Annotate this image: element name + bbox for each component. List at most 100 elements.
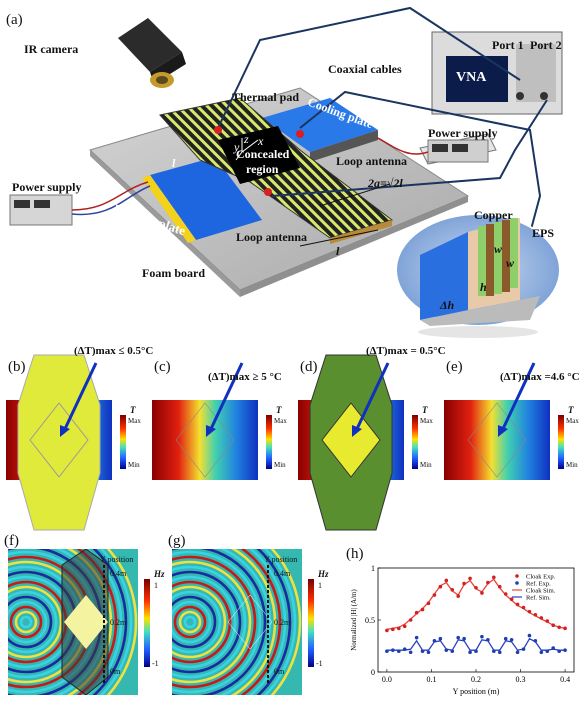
- data-point-ref-exp-: [444, 648, 449, 652]
- heating-plate: [150, 157, 262, 240]
- inset-detail: [395, 213, 561, 327]
- data-point-ref-exp-: [515, 650, 520, 655]
- data-point-cloak-exp-: [521, 605, 526, 610]
- colorbar-max: Max: [566, 417, 579, 425]
- data-point-cloak-exp-: [408, 618, 413, 622]
- panel-letter: (e): [446, 359, 463, 375]
- x-tick-label: 0.4: [560, 675, 570, 684]
- colorbar-min: Min: [566, 461, 578, 469]
- dim-h-label: h: [480, 280, 487, 294]
- legend-entry: Ref. Exp.: [526, 581, 551, 588]
- concealed-label-line2: region: [246, 162, 279, 176]
- y-tick-label: 0.5: [365, 616, 375, 625]
- power-supply-right-icon: [419, 133, 497, 165]
- thermal-panel-e: (e) (ΔT)max =4.6 °C T Max Min: [442, 345, 586, 535]
- y-tick-label: 0.2m: [110, 618, 127, 627]
- data-point-cloak-exp-: [486, 580, 490, 585]
- cooling-plate: [262, 98, 378, 152]
- chart-h: 0.0 0.1 0.2 0.3 0.4 0 0.5 1 Y position (m) Normal…: [350, 564, 575, 696]
- data-point-ref-exp-: [563, 648, 567, 652]
- y-tick-label: 0m: [274, 667, 285, 676]
- y-tick-label: 0.2m: [274, 618, 291, 627]
- colorbar-label: Hz: [154, 569, 165, 579]
- copper-label: Copper: [474, 208, 513, 222]
- data-point-ref-exp-: [450, 649, 455, 653]
- y-tick-label: 1: [371, 564, 375, 573]
- data-point-ref-exp-: [385, 649, 389, 653]
- data-point-cloak-exp-: [545, 619, 550, 623]
- wave-panel-f: (f) Y position 0.4m 0.2m 0m Hz 1 -1: [4, 533, 168, 700]
- colorbar-max: Max: [420, 417, 433, 425]
- max-temp-annotation: (ΔT)max ≥ 5 °C: [208, 371, 282, 383]
- panel-letter: (b): [8, 359, 26, 375]
- data-point-ref-exp-: [402, 647, 407, 651]
- foam-board-label: Foam board: [142, 266, 205, 280]
- data-point-ref-exp-: [509, 637, 514, 642]
- data-point-ref-exp-: [533, 639, 538, 643]
- annotation-arrow: [354, 362, 390, 432]
- panel-letter: (c): [154, 359, 171, 375]
- loop-antenna-bottom-label: Loop antenna: [236, 230, 308, 244]
- data-point-cloak-exp-: [533, 613, 538, 617]
- data-point-cloak-exp-: [397, 626, 401, 631]
- data-point-cloak-exp-: [414, 610, 419, 615]
- y-tick-label: 0.4m: [274, 569, 291, 578]
- legend-entry: Ref. Sim.: [526, 595, 551, 602]
- data-point-cloak-exp-: [480, 591, 484, 595]
- field-map: [172, 549, 314, 695]
- thermal-pad-label: Thermal pad: [232, 90, 300, 104]
- data-point-cloak-exp-: [420, 607, 425, 612]
- data-point-cloak-exp-: [456, 594, 460, 598]
- data-point-ref-exp-: [408, 650, 413, 655]
- y-position-title: Y position: [264, 555, 298, 564]
- data-point-ref-exp-: [557, 649, 561, 653]
- y-tick-label: 0.4m: [110, 569, 127, 578]
- data-point-ref-exp-: [527, 633, 532, 638]
- data-point-ref-exp-: [468, 650, 472, 655]
- dim-l-left-label: l: [172, 156, 176, 170]
- colorbar-min: Min: [128, 461, 140, 469]
- data-point-cloak-exp-: [474, 585, 478, 590]
- colorbar-min: -1: [152, 659, 159, 668]
- x-tick-label: 0.2: [471, 675, 481, 684]
- dim-l-label: l: [336, 244, 340, 258]
- y-axis-label: Normalized |H| (A/m): [350, 589, 358, 651]
- data-point-ref-exp-: [397, 649, 401, 653]
- legend-marker: [515, 581, 519, 585]
- ir-camera-label: IR camera: [24, 42, 79, 56]
- data-point-cloak-exp-: [444, 578, 449, 583]
- ir-camera-icon: [118, 18, 186, 88]
- power-supply-right-label: Power supply: [428, 126, 498, 140]
- data-point-cloak-exp-: [515, 602, 520, 607]
- dim-2a-label: 2a=√2l: [368, 176, 403, 190]
- axis-x-label: x: [258, 134, 264, 148]
- x-axis-label: Y position (m): [453, 687, 500, 696]
- data-point-ref-exp-: [539, 650, 544, 655]
- data-point-cloak-exp-: [539, 616, 544, 620]
- thermal-panel-c: (c) (ΔT)max ≥ 5 °C T Max Min: [150, 345, 294, 535]
- colorbar-label: T: [276, 405, 282, 415]
- dim-w2-label: w: [506, 256, 515, 270]
- colorbar-max: 1: [154, 581, 158, 590]
- colorbar-max: Max: [128, 417, 141, 425]
- y-tick-label: 0m: [110, 667, 121, 676]
- data-point-cloak-exp-: [563, 626, 567, 631]
- panel-letter: (d): [300, 359, 318, 375]
- x-tick-label: 0.0: [382, 675, 392, 684]
- colorbar-max: 1: [318, 581, 322, 590]
- colorbar-min: -1: [316, 659, 323, 668]
- thermal-map: [444, 362, 564, 480]
- power-supply-left-icon: [9, 194, 73, 226]
- coaxial-cable-1: [217, 6, 521, 129]
- data-point-cloak-exp-: [557, 625, 561, 630]
- vna-instrument-icon: [431, 31, 563, 115]
- eps-label: EPS: [532, 226, 555, 240]
- data-point-ref-exp-: [486, 637, 490, 642]
- thermal-map: [152, 362, 272, 480]
- max-temp-annotation: (ΔT)max = 0.5°C: [366, 345, 446, 357]
- x-tick-label: 0.1: [426, 675, 436, 684]
- data-point-ref-exp-: [432, 639, 437, 643]
- annotation-arrow: [500, 362, 536, 432]
- data-point-ref-exp-: [497, 650, 502, 655]
- thermal-panel-d: (d) (ΔT)max = 0.5°C T Max Min: [296, 345, 446, 535]
